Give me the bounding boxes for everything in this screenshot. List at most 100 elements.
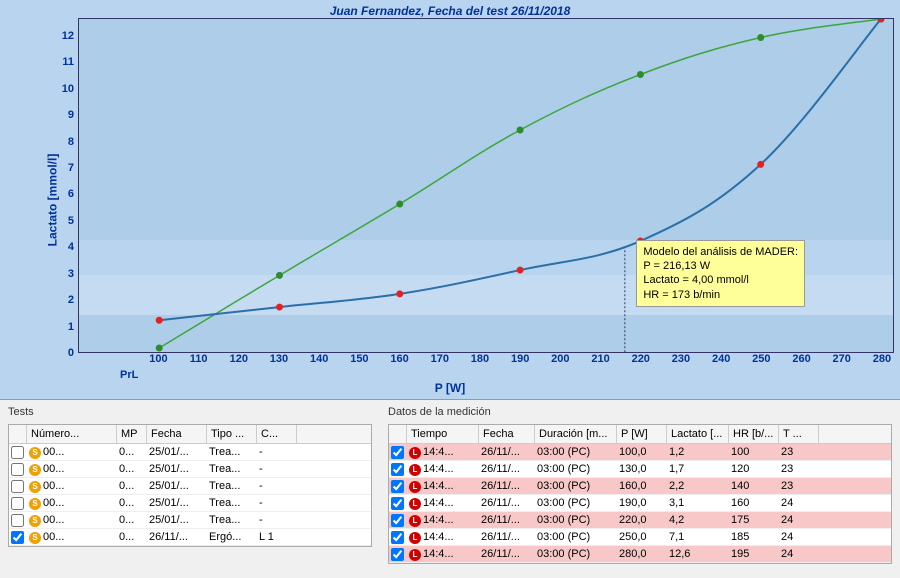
- column-header[interactable]: Tiempo: [407, 425, 479, 443]
- cell-p: 160,0: [615, 479, 665, 493]
- table-row[interactable]: L14:4...26/11/...03:00 (PC)250,07,118524: [389, 529, 891, 546]
- row-checkbox[interactable]: [9, 463, 25, 476]
- s-icon: S: [29, 498, 41, 510]
- table-row[interactable]: S00...0...25/01/...Trea...-: [9, 444, 371, 461]
- cell-mp: 0...: [115, 530, 145, 544]
- cell-mp: 0...: [115, 462, 145, 476]
- table-row[interactable]: S00...0...25/01/...Trea...-: [9, 512, 371, 529]
- cell-tiempo: L14:4...: [405, 513, 477, 528]
- column-header[interactable]: T ...: [779, 425, 819, 443]
- cell-fecha: 26/11/...: [477, 462, 533, 476]
- y-ticks: 0123456789101112: [0, 18, 78, 353]
- row-checkbox[interactable]: [389, 548, 405, 561]
- mader-callout: Modelo del análisis de MADER:P = 216,13 …: [636, 240, 805, 307]
- column-header[interactable]: MP: [117, 425, 147, 443]
- row-checkbox[interactable]: [9, 514, 25, 527]
- cell-num: S00...: [25, 479, 115, 494]
- row-checkbox[interactable]: [9, 446, 25, 459]
- x-ticks: 1001101201301401501601701801902002102202…: [78, 353, 894, 379]
- x-tick: 200: [551, 353, 569, 365]
- medicion-title: Datos de la medición: [388, 406, 892, 418]
- record-icon: L: [409, 464, 421, 476]
- row-checkbox[interactable]: [389, 446, 405, 459]
- cell-tipo: Ergó...: [205, 530, 255, 544]
- cell-t: 24: [777, 513, 817, 527]
- table-row[interactable]: S00...0...26/11/...Ergó...L 1: [9, 529, 371, 546]
- row-checkbox[interactable]: [389, 497, 405, 510]
- cell-tipo: Trea...: [205, 496, 255, 510]
- table-row[interactable]: S00...0...25/01/...Trea...-: [9, 461, 371, 478]
- column-header[interactable]: Fecha: [479, 425, 535, 443]
- table-row[interactable]: L14:4...26/11/...03:00 (PC)160,02,214023: [389, 478, 891, 495]
- cell-t: 23: [777, 445, 817, 459]
- cell-lac: 12,6: [665, 547, 727, 561]
- row-checkbox[interactable]: [9, 497, 25, 510]
- table-row[interactable]: L14:4...26/11/...03:00 (PC)130,01,712023: [389, 461, 891, 478]
- cell-fecha: 25/01/...: [145, 513, 205, 527]
- s-icon: S: [29, 481, 41, 493]
- cell-lac: 3,1: [665, 496, 727, 510]
- table-row[interactable]: S00...0...25/01/...Trea...-: [9, 478, 371, 495]
- x-tick: 230: [672, 353, 690, 365]
- column-header[interactable]: Fecha: [147, 425, 207, 443]
- cell-mp: 0...: [115, 513, 145, 527]
- row-checkbox[interactable]: [9, 531, 25, 544]
- table-row[interactable]: L14:4...26/11/...03:00 (PC)220,04,217524: [389, 512, 891, 529]
- table-row[interactable]: L14:4...26/11/...03:00 (PC)190,03,116024: [389, 495, 891, 512]
- row-checkbox[interactable]: [9, 480, 25, 493]
- y-tick: 2: [68, 294, 74, 306]
- table-row[interactable]: L14:4...26/11/...03:00 (PC)100,01,210023: [389, 444, 891, 461]
- row-checkbox[interactable]: [389, 531, 405, 544]
- record-icon: L: [409, 447, 421, 459]
- y-tick: 9: [68, 109, 74, 121]
- y-tick: 6: [68, 188, 74, 200]
- row-checkbox[interactable]: [389, 463, 405, 476]
- cell-mp: 0...: [115, 496, 145, 510]
- cell-lac: 2,2: [665, 479, 727, 493]
- column-header[interactable]: Tipo ...: [207, 425, 257, 443]
- s-icon: S: [29, 447, 41, 459]
- cell-fecha: 25/01/...: [145, 479, 205, 493]
- cell-tiempo: L14:4...: [405, 547, 477, 562]
- cell-fecha: 26/11/...: [477, 530, 533, 544]
- medicion-grid[interactable]: TiempoFechaDuración [m...P [W]Lactato [.…: [388, 424, 892, 564]
- column-header[interactable]: Duración [m...: [535, 425, 617, 443]
- cell-lac: 7,1: [665, 530, 727, 544]
- cell-c: -: [255, 445, 295, 459]
- column-header[interactable]: C...: [257, 425, 297, 443]
- x-tick: 220: [632, 353, 650, 365]
- cell-hr: 195: [727, 547, 777, 561]
- cell-hr: 140: [727, 479, 777, 493]
- record-icon: L: [409, 498, 421, 510]
- table-row[interactable]: S00...0...25/01/...Trea...-: [9, 495, 371, 512]
- row-checkbox[interactable]: [389, 514, 405, 527]
- cell-fecha: 26/11/...: [477, 496, 533, 510]
- record-icon: L: [409, 515, 421, 527]
- x-tick: 120: [230, 353, 248, 365]
- column-header[interactable]: Número...: [27, 425, 117, 443]
- cell-c: L 1: [255, 530, 295, 544]
- callout-line: P = 216,13 W: [643, 259, 798, 273]
- y-tick: 11: [62, 56, 74, 68]
- tests-title: Tests: [8, 406, 372, 418]
- plot-region[interactable]: Modelo del análisis de MADER:P = 216,13 …: [78, 18, 894, 353]
- cell-fecha: 26/11/...: [477, 513, 533, 527]
- cell-dur: 03:00 (PC): [533, 513, 615, 527]
- medicion-header: TiempoFechaDuración [m...P [W]Lactato [.…: [389, 425, 891, 444]
- row-checkbox[interactable]: [389, 480, 405, 493]
- cell-c: -: [255, 513, 295, 527]
- column-header[interactable]: HR [b/...: [729, 425, 779, 443]
- cell-t: 24: [777, 530, 817, 544]
- tests-grid[interactable]: Número...MPFechaTipo ...C... S00...0...2…: [8, 424, 372, 547]
- cell-p: 190,0: [615, 496, 665, 510]
- cell-p: 220,0: [615, 513, 665, 527]
- cell-hr: 175: [727, 513, 777, 527]
- table-row[interactable]: L14:4...26/11/...03:00 (PC)280,012,61952…: [389, 546, 891, 563]
- cell-tipo: Trea...: [205, 479, 255, 493]
- column-header[interactable]: Lactato [...: [667, 425, 729, 443]
- column-header[interactable]: P [W]: [617, 425, 667, 443]
- x-tick: 140: [310, 353, 328, 365]
- x-tick: 160: [390, 353, 408, 365]
- x-tick: 170: [431, 353, 449, 365]
- x-tick: 180: [471, 353, 489, 365]
